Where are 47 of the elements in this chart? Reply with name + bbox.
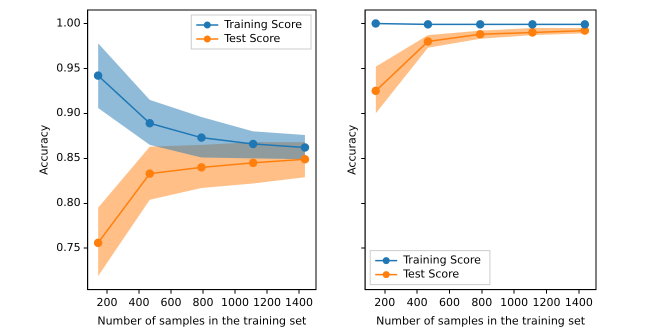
x-tick-label: 800 [192,296,214,310]
x-tick-label: 400 [128,296,150,310]
point [371,86,380,96]
point [94,71,102,80]
x-tick-label: 600 [438,296,460,310]
x-tick-label: 1400 [564,296,593,310]
point [300,154,310,164]
point [528,28,537,37]
x-tick-label: 1200 [253,296,282,310]
x-axis-title: Number of samples in the training set [97,314,308,328]
y-tick-label: 1.00 [56,16,81,30]
y-tick-label: 0.80 [56,196,81,210]
y-axis-title: Accuracy [345,124,358,175]
x-tick-label: 1000 [221,296,250,310]
point [197,133,206,142]
point [528,20,537,29]
legend-label: Test Score [402,267,460,280]
y-tick-label: 0.90 [56,106,81,120]
point [197,163,206,172]
x-tick-label: 200 [96,296,118,310]
x-axis-title: Number of samples in the training set [376,314,586,328]
y-tick-label: 0.95 [56,61,81,74]
point [248,140,258,148]
legend-label: Test Score [223,32,280,45]
x-tick-label: 400 [406,296,428,310]
y-tick-label: 0.75 [56,241,81,254]
legend-label: Training Score [402,253,482,266]
point [424,20,432,29]
point [476,30,484,39]
x-tick-label: 800 [471,296,492,310]
point [94,238,102,248]
y-tick-label: 0.85 [56,151,81,164]
point [300,143,310,152]
point [248,158,258,168]
point [580,20,590,29]
point [424,37,432,46]
x-tick-label: 1400 [285,296,314,310]
point [146,119,154,128]
x-tick-label: 600 [160,296,182,310]
y-axis-title: Accuracy [37,124,50,175]
point [476,20,484,29]
x-tick-label: 1000 [500,296,528,310]
legend-label: Training Score [223,18,302,31]
point [371,19,380,28]
x-tick-label: 200 [374,296,396,310]
x-tick-label: 1200 [532,296,561,310]
point [146,169,154,178]
